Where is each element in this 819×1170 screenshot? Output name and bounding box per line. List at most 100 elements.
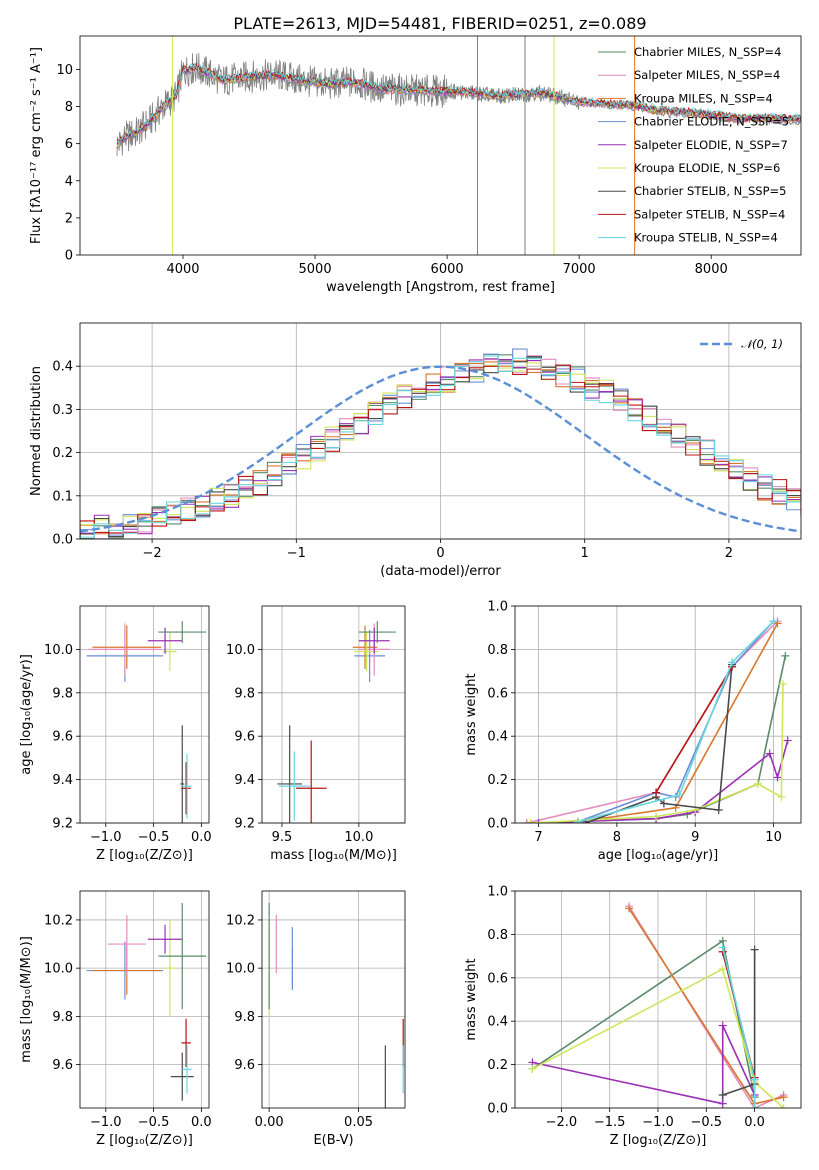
y-tick-label: 1.0 — [487, 885, 508, 900]
y-tick-label: 9.8 — [234, 1010, 255, 1025]
weight-line-kroupa-elodie — [530, 684, 784, 823]
legend-label-kroupa-elodie: Kroupa ELODIE, N_SSP=6 — [634, 161, 780, 175]
weight-marker-kroupa-elodie — [777, 792, 786, 801]
errorbar-kroupa-miles — [352, 625, 378, 669]
x-axis-label: wavelength [Angstrom, rest frame] — [326, 280, 555, 295]
weight-marker-salpeter-elodie — [534, 819, 543, 823]
x-tick-label: 8000 — [695, 262, 728, 277]
x-tick-label: −1 — [287, 546, 306, 561]
x-tick-label: 10.0 — [344, 830, 373, 845]
y-tick-label: 9.8 — [52, 1010, 73, 1025]
x-axis-label: age [log₁₀(age/yr)] — [598, 848, 719, 863]
axes-frame — [79, 35, 802, 256]
panel-spectrum: 4000 5000 6000 7000 8000 0 2 4 6 8 10 wavelength [A… — [29, 35, 802, 295]
y-tick-label: 0.4 — [487, 730, 508, 745]
model-line-kroupa-stelib — [116, 62, 801, 143]
errorbar-salpeter-stelib — [295, 740, 327, 823]
weight-marker-kroupa-miles — [625, 904, 634, 913]
legend-label-salpeter-elodie: Salpeter ELODIE, N_SSP=7 — [634, 138, 788, 152]
y-tick-label: 8 — [65, 100, 73, 115]
y-tick-label: 10.2 — [226, 913, 255, 928]
axes-frame — [261, 605, 406, 824]
x-tick-label: −1.0 — [90, 830, 122, 845]
weight-line-salpeter-stelib — [655, 666, 733, 794]
y-tick-label: 9.6 — [52, 730, 73, 745]
y-tick-label: 9.6 — [234, 1058, 255, 1073]
weight-marker-kroupa-elodie — [652, 812, 661, 821]
y-tick-label: 10.0 — [44, 643, 73, 658]
errorbar-salpeter-miles — [107, 915, 146, 973]
y-tick-label: 9.2 — [234, 817, 255, 832]
y-tick-label: 0 — [65, 249, 73, 264]
x-tick-label: 9 — [691, 830, 699, 845]
plot-area-age-vs-Z — [86, 621, 207, 823]
weight-marker-kroupa-miles — [779, 1093, 788, 1102]
spectrum-legend: Chabrier MILES, N_SSP=4 Salpeter MILES, N… — [598, 45, 789, 245]
axes-frame — [79, 890, 210, 1109]
y-tick-label: 0.0 — [487, 817, 508, 832]
y-tick-label: 0.0 — [52, 533, 73, 548]
errorbar-kroupa-elodie — [163, 919, 177, 1017]
errorbar-kroupa-stelib — [182, 753, 192, 819]
y-tick-label: 10.0 — [226, 962, 255, 977]
weight-marker-kroupa-stelib — [750, 1075, 759, 1084]
plot-area-mass-vs-ebv — [268, 903, 404, 1108]
weight-line-salpeter-elodie — [532, 1025, 756, 1105]
y-tick-label: 10.0 — [226, 643, 255, 658]
y-tick-label: 1.0 — [487, 600, 508, 615]
x-tick-label: −1.0 — [90, 1115, 122, 1130]
y-tick-label: 0.2 — [52, 446, 73, 461]
x-tick-label: 2 — [725, 546, 733, 561]
axes-frame — [514, 890, 802, 1109]
errorbar-kroupa-miles — [92, 625, 162, 669]
x-tick-label: 4000 — [166, 262, 199, 277]
panel-weight-vs-age: 7 8 9 10 0.0 0.2 0.4 0.6 0.8 1.0 age [log₁₀(age/yr… — [464, 600, 802, 863]
y-tick-label: 0.8 — [487, 928, 508, 943]
weight-marker-kroupa-elodie — [528, 1064, 537, 1073]
plot-area-age-vs-mass — [277, 621, 396, 823]
axes-frame — [261, 890, 406, 1109]
x-axis-label: Z [log₁₀(Z/Z⊙)] — [610, 1133, 707, 1148]
weight-marker-kroupa-elodie — [779, 1104, 788, 1108]
weight-marker-chabrier-miles — [781, 651, 790, 660]
y-tick-label: 10 — [56, 63, 73, 78]
weight-marker-salpeter-miles — [522, 819, 531, 823]
y-tick-label: 10.2 — [44, 913, 73, 928]
weight-marker-kroupa-elodie — [718, 965, 727, 974]
y-tick-label: 2 — [65, 211, 73, 226]
y-tick-label: 9.2 — [52, 817, 73, 832]
histogram-chabrier-elodie — [80, 348, 801, 539]
y-axis-label: mass weight — [464, 958, 479, 1040]
legend-label-chabrier-miles: Chabrier MILES, N_SSP=4 — [634, 45, 781, 59]
y-tick-label: 6 — [65, 137, 73, 152]
weight-marker-salpeter-elodie — [765, 749, 774, 758]
y-tick-label: 0.6 — [487, 686, 508, 701]
weight-marker-salpeter-elodie — [718, 1021, 727, 1030]
weight-marker-kroupa-stelib — [750, 1104, 759, 1108]
y-tick-label: 0.4 — [52, 360, 73, 375]
weight-marker-salpeter-stelib — [652, 788, 661, 797]
x-axis-label: mass [log₁₀(M/M⊙)] — [270, 848, 397, 863]
legend-label-chabrier-elodie: Chabrier ELODIE, N_SSP=5 — [634, 115, 789, 129]
normal-curve — [80, 365, 801, 533]
x-axis-label: E(B-V) — [313, 1133, 353, 1148]
x-tick-label: 7 — [534, 830, 542, 845]
y-tick-label: 9.6 — [52, 1058, 73, 1073]
y-tick-label: 4 — [65, 174, 73, 189]
y-axis-label: Flux [fλ10⁻¹⁷ erg cm⁻² s⁻¹ A⁻¹] — [29, 47, 44, 244]
y-tick-label: 0.3 — [52, 403, 73, 418]
panel-age-vs-mass: 9.5 10.0 9.2 9.4 9.6 9.8 10.0 mass [log₁₀(M/M⊙)… — [226, 605, 406, 863]
plot-area-mass-vs-Z — [86, 903, 207, 1101]
x-tick-label: 5000 — [299, 262, 332, 277]
panel-mass-vs-Z: −1.0 −0.5 0.0 9.6 9.8 10.0 10.2 Z [log₁₀(Z/Z⊙)]… — [19, 890, 212, 1148]
weight-marker-kroupa-elodie — [778, 680, 787, 689]
x-tick-label: −2.0 — [546, 1115, 578, 1130]
legend-label-salpeter-stelib: Salpeter STELIB, N_SSP=4 — [634, 207, 785, 221]
y-tick-label: 0.2 — [487, 1058, 508, 1073]
x-tick-label: 6000 — [431, 262, 464, 277]
x-tick-label: 0.00 — [255, 1115, 284, 1130]
y-axis-label: mass [log₁₀(M/M⊙)] — [19, 936, 34, 1063]
panel-weight-vs-Z: −2.0 −1.5 −1.0 −0.5 0.0 0.0 0.2 0.4 0.6 0.8 1.0 Z [… — [464, 885, 802, 1148]
x-tick-label: −0.5 — [138, 830, 170, 845]
